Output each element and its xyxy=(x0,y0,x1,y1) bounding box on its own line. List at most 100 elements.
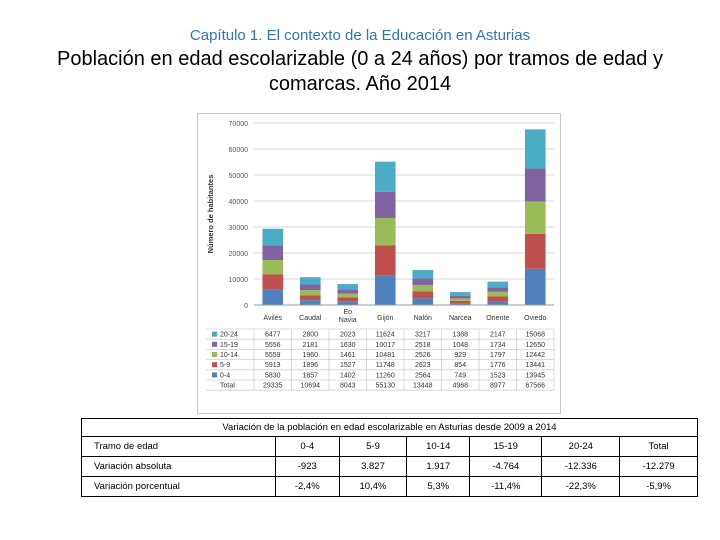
bar-segment xyxy=(449,303,471,305)
table-value: 1857 xyxy=(302,372,318,379)
bar-segment xyxy=(412,291,434,299)
table-value: 11624 xyxy=(376,332,395,339)
bar-segment xyxy=(449,295,471,299)
x-tick-label: Narcea xyxy=(449,315,472,322)
table-value: 3217 xyxy=(415,332,431,339)
bar-segment xyxy=(412,298,434,305)
bar-segment xyxy=(299,284,321,291)
table-value: 1523 xyxy=(490,372,506,379)
table-value: 749 xyxy=(454,372,466,379)
total-value: 4968 xyxy=(452,383,468,390)
table-cell: 1.917 xyxy=(406,456,471,477)
table-cell: -5,9% xyxy=(619,476,698,497)
table-value: 1797 xyxy=(490,352,506,359)
table-value: 10481 xyxy=(376,352,396,359)
total-value: 8977 xyxy=(490,383,506,390)
y-tick-label: 70000 xyxy=(229,121,249,128)
table-cell: -11,4% xyxy=(469,476,543,497)
total-value: 55130 xyxy=(376,383,396,390)
bar-segment xyxy=(299,290,321,296)
bar-segment xyxy=(487,287,509,292)
table-value: 1630 xyxy=(340,342,356,349)
y-tick-label: 40000 xyxy=(229,199,249,206)
table-cell: -4.764 xyxy=(469,456,543,477)
y-tick-label: 0 xyxy=(244,303,248,310)
bar-segment xyxy=(337,284,359,290)
row-label: Variación porcentual xyxy=(81,476,276,497)
table-value: 2800 xyxy=(302,332,318,339)
total-value: 8043 xyxy=(340,383,356,390)
table-cell: -22,3% xyxy=(541,476,621,497)
table-value: 13945 xyxy=(526,372,546,379)
table-value: 15068 xyxy=(526,332,546,339)
table-value: 2023 xyxy=(340,332,356,339)
bar-segment xyxy=(374,217,396,246)
total-value: 10694 xyxy=(301,383,321,390)
table-value: 2526 xyxy=(415,352,431,359)
bar-segment xyxy=(487,281,509,288)
table-value: 12650 xyxy=(526,342,546,349)
variation-table-frame: Variación de la población en edad escola… xyxy=(81,418,698,501)
bar-segment xyxy=(299,277,321,285)
table-value: 2623 xyxy=(415,362,431,369)
x-tick-label: Caudal xyxy=(299,315,322,322)
x-tick-label: Gijón xyxy=(377,315,393,322)
bar-segment xyxy=(374,191,396,218)
table-value: 1461 xyxy=(340,352,356,359)
table-value: 1048 xyxy=(452,342,468,349)
legend-label: 0-4 xyxy=(220,372,230,379)
table-value: 12442 xyxy=(526,352,546,359)
bar-segment xyxy=(374,161,396,192)
variation-table-caption: Variación de la población en edad escola… xyxy=(81,418,698,437)
chapter-subtitle: Capítulo 1. El contexto de la Educación … xyxy=(189,27,531,44)
bar-segment xyxy=(524,268,546,305)
table-value: 11260 xyxy=(376,372,395,379)
bar-segment xyxy=(524,233,546,269)
legend-label: 5-9 xyxy=(220,362,230,369)
bar-segment xyxy=(262,260,284,275)
bar-segment xyxy=(524,201,546,234)
legend-swatch xyxy=(212,372,217,378)
table-cell: 3.827 xyxy=(338,456,408,477)
table-value: 1388 xyxy=(452,332,468,339)
y-tick-label: 10000 xyxy=(229,277,249,284)
x-tick-label: Nalón xyxy=(414,315,432,322)
bar-segment xyxy=(262,245,284,261)
total-label: Total xyxy=(220,383,235,390)
column-header: 0-4 xyxy=(274,436,340,457)
column-header: 15-19 xyxy=(469,436,543,457)
bar-segment xyxy=(337,289,359,294)
bar-segment xyxy=(337,301,359,305)
legend-swatch xyxy=(212,331,217,337)
bar-segment xyxy=(487,296,509,302)
row-label: Variación absoluta xyxy=(81,456,276,477)
table-value: 5830 xyxy=(265,372,281,379)
bar-segment xyxy=(487,301,509,305)
table-value: 1776 xyxy=(490,362,506,369)
table-row: Variación porcentual -2,4% 10,4% 5,3% -1… xyxy=(81,476,698,497)
y-axis-label: Número de habitantes xyxy=(206,175,215,254)
stacked-bar-chart: 0 10000 20000 30000 40000 50000 60000 70000 Núme… xyxy=(206,121,555,391)
table-value: 2518 xyxy=(415,342,431,349)
column-header: Total xyxy=(619,436,698,457)
table-value: 5556 xyxy=(265,342,281,349)
bar-segment xyxy=(487,291,509,297)
legend-label: 20-24 xyxy=(220,332,238,339)
variation-table: Variación de la población en edad escola… xyxy=(81,418,698,497)
bar-segment xyxy=(262,228,284,246)
table-cell: -923 xyxy=(274,456,340,477)
column-header: 20-24 xyxy=(541,436,621,457)
bar-segment xyxy=(337,297,359,302)
column-header: 10-14 xyxy=(406,436,471,457)
bar-segment xyxy=(337,293,359,298)
total-value: 67566 xyxy=(526,383,546,390)
x-tick-label: Avilés xyxy=(263,315,282,322)
table-cell: -12.336 xyxy=(541,456,621,477)
table-value: 5559 xyxy=(265,352,281,359)
legend-swatch xyxy=(212,341,217,347)
table-value: 2147 xyxy=(490,332,506,339)
table-value: 854 xyxy=(454,362,466,369)
legend-label: 15-19 xyxy=(220,342,238,349)
table-cell: -12.279 xyxy=(619,456,698,477)
table-value: 10017 xyxy=(376,342,396,349)
